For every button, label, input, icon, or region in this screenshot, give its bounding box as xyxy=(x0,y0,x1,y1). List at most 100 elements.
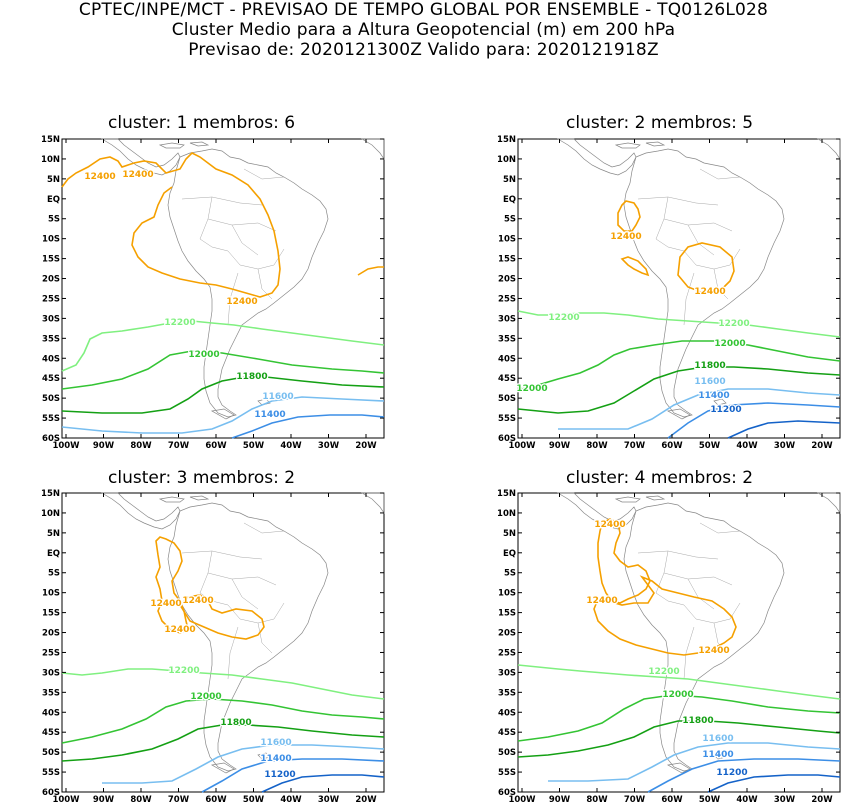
contour-label: 11800 xyxy=(682,716,713,726)
lon-tick-label: 20W xyxy=(355,795,377,803)
lat-tick-label: 55S xyxy=(42,414,60,424)
coastline xyxy=(666,762,691,774)
lon-tick-label: 40W xyxy=(280,441,302,451)
panel-3-title: cluster: 3 membros: 2 xyxy=(108,468,296,488)
lat-tick-label: 35S xyxy=(42,688,60,698)
lat-tick-label: 20S xyxy=(42,275,60,285)
lat-tick-label: 45S xyxy=(42,374,60,384)
coastline xyxy=(158,496,185,503)
lat-tick-label: 45S xyxy=(498,728,516,738)
map-panel-1: 12400 12400 12400 12200 12000 11800 11600 11400… xyxy=(41,135,385,451)
contour-line-c12200 xyxy=(61,668,385,700)
lat-tick-label: 35S xyxy=(498,334,516,344)
country-border xyxy=(199,196,229,252)
country-border xyxy=(687,578,715,610)
lat-tick-label: 30S xyxy=(498,314,516,324)
lat-tick-label: EQ xyxy=(47,195,60,205)
map-frame xyxy=(61,492,385,793)
lon-tick-label: 100W xyxy=(508,441,536,451)
contour-label: 12200 xyxy=(548,313,579,323)
lat-tick-label: 10N xyxy=(41,155,60,165)
lon-tick-label: 70W xyxy=(624,441,646,451)
coastline xyxy=(556,138,637,176)
contour-label: 11800 xyxy=(236,372,267,382)
lat-tick-label: 10N xyxy=(497,509,516,519)
lat-tick-label: 25S xyxy=(498,294,516,304)
contour-label: 11400 xyxy=(254,410,285,420)
contour-line-c12000 xyxy=(61,350,385,390)
lat-tick-label: 5N xyxy=(503,175,516,185)
header-title: CPTEC/INPE/MCT - PREVISAO DE TEMPO GLOBA… xyxy=(78,0,769,20)
lat-tick-label: 15S xyxy=(42,255,60,265)
contour-line-c11400 xyxy=(647,758,841,793)
lat-tick-label: 5S xyxy=(504,215,516,225)
country-border xyxy=(181,550,263,560)
contour-label: 12400 xyxy=(84,172,115,182)
lat-tick-label: 10S xyxy=(42,589,60,599)
contour-label: 12000 xyxy=(190,692,221,702)
contour-line-c12200 xyxy=(61,320,385,372)
lon-tick-label: 30W xyxy=(774,441,796,451)
lat-tick-label: 55S xyxy=(498,414,516,424)
lat-tick-label: 15N xyxy=(41,135,60,145)
lat-tick-label: 35S xyxy=(498,688,516,698)
lat-tick-label: 55S xyxy=(498,768,516,778)
contour-line-c12400 xyxy=(620,256,650,277)
coastline xyxy=(257,752,271,760)
contour-line-c11200 xyxy=(261,774,385,793)
coastline xyxy=(713,752,727,760)
lat-tick-label: 10N xyxy=(497,155,516,165)
contour-label: 12200 xyxy=(168,666,199,676)
lon-tick-label: 30W xyxy=(318,795,340,803)
lat-tick-label: 10S xyxy=(498,235,516,245)
lon-tick-label: 30W xyxy=(318,441,340,451)
coastline xyxy=(614,496,641,503)
lat-tick-label: 50S xyxy=(498,394,516,404)
country-border xyxy=(663,572,733,586)
contour-label: 11200 xyxy=(264,770,295,780)
lat-tick-label: 40S xyxy=(498,708,516,718)
coastline xyxy=(167,502,329,772)
contour-line-c12400 xyxy=(178,594,265,640)
lat-tick-label: 20S xyxy=(498,629,516,639)
contour-line-c12000 xyxy=(517,694,841,742)
contour-line-c11400 xyxy=(201,758,385,793)
lat-tick-label: 30S xyxy=(498,668,516,678)
lat-tick-label: 25S xyxy=(42,648,60,658)
borders xyxy=(181,168,285,326)
country-border xyxy=(199,550,229,606)
coastline xyxy=(623,148,785,418)
lon-tick-label: 50W xyxy=(699,795,721,803)
country-border xyxy=(257,622,273,654)
map-panel-3: 12400 12400124001220012000118001160011400… xyxy=(41,489,385,803)
contour-label: 11800 xyxy=(694,361,725,371)
lat-tick-label: 5N xyxy=(503,529,516,539)
lat-tick-label: 60S xyxy=(498,434,516,444)
contour-line-c11600 xyxy=(548,742,841,782)
contour-line-c11400 xyxy=(231,414,385,439)
coastline xyxy=(189,495,210,501)
lat-tick-label: EQ xyxy=(503,549,516,559)
coastline xyxy=(623,502,785,772)
contour-line-c12200 xyxy=(517,664,841,700)
contour-label: 12400 xyxy=(594,520,625,530)
lon-tick-label: 100W xyxy=(52,441,80,451)
lon-tick-label: 40W xyxy=(736,441,758,451)
panel-4-title: cluster: 4 membros: 2 xyxy=(566,468,754,488)
panel-2-title: cluster: 2 membros: 5 xyxy=(566,113,754,133)
lat-tick-label: 50S xyxy=(42,748,60,758)
contours xyxy=(517,200,841,439)
country-border xyxy=(227,272,239,326)
country-border xyxy=(243,522,285,534)
lon-tick-label: 80W xyxy=(130,441,152,451)
contour-label: 12200 xyxy=(718,319,749,329)
coastline xyxy=(158,142,185,149)
header-subtitle: Cluster Medio para a Altura Geopotencial… xyxy=(171,20,676,40)
lon-tick-label: 60W xyxy=(661,441,683,451)
lon-tick-label: 100W xyxy=(508,795,536,803)
map-frame xyxy=(517,138,841,439)
contour-line-c11600 xyxy=(558,388,841,430)
contour-line-c11800 xyxy=(517,366,841,414)
contour-line-c12400 xyxy=(61,152,281,298)
lon-tick-label: 50W xyxy=(243,795,265,803)
